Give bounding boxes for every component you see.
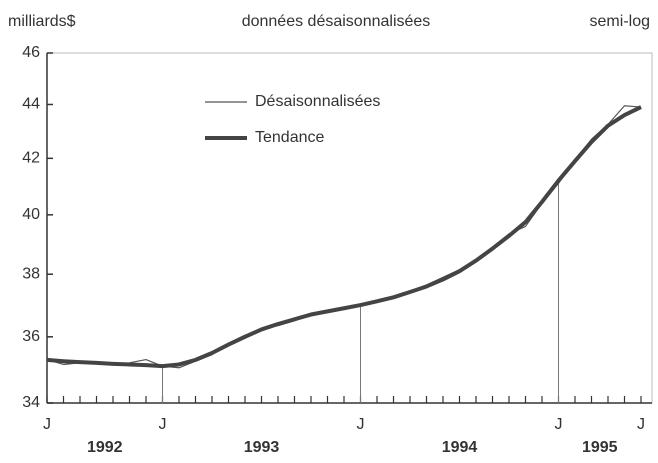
x-tick-label: J [159,416,167,433]
y-tick-label: 34 [22,394,40,411]
x-tick-label: J [555,416,563,433]
series-line [46,105,642,369]
x-group-label: 1992 [87,439,123,456]
y-tick-label: 46 [22,44,40,61]
legend-label: Tendance [255,129,324,146]
y-axis-label: milliards$ [8,13,76,30]
x-group-label: 1993 [244,439,280,456]
y-tick-label: 40 [22,206,40,223]
x-group-label: 1994 [442,439,478,456]
y-tick-label: 36 [22,328,40,345]
y-tick-label: 42 [22,150,40,167]
x-group-label: 1995 [582,439,618,456]
legend-label: Désaisonnalisées [255,93,380,110]
series-line [46,105,642,369]
x-tick-label: J [357,416,365,433]
y-tick-label: 38 [22,265,40,282]
y-tick-label: 44 [22,96,40,113]
x-tick-label: J [43,416,51,433]
x-tick-label: J [637,416,645,433]
scale-note: semi-log [590,13,650,30]
chart-title: données désaisonnalisées [242,13,431,30]
